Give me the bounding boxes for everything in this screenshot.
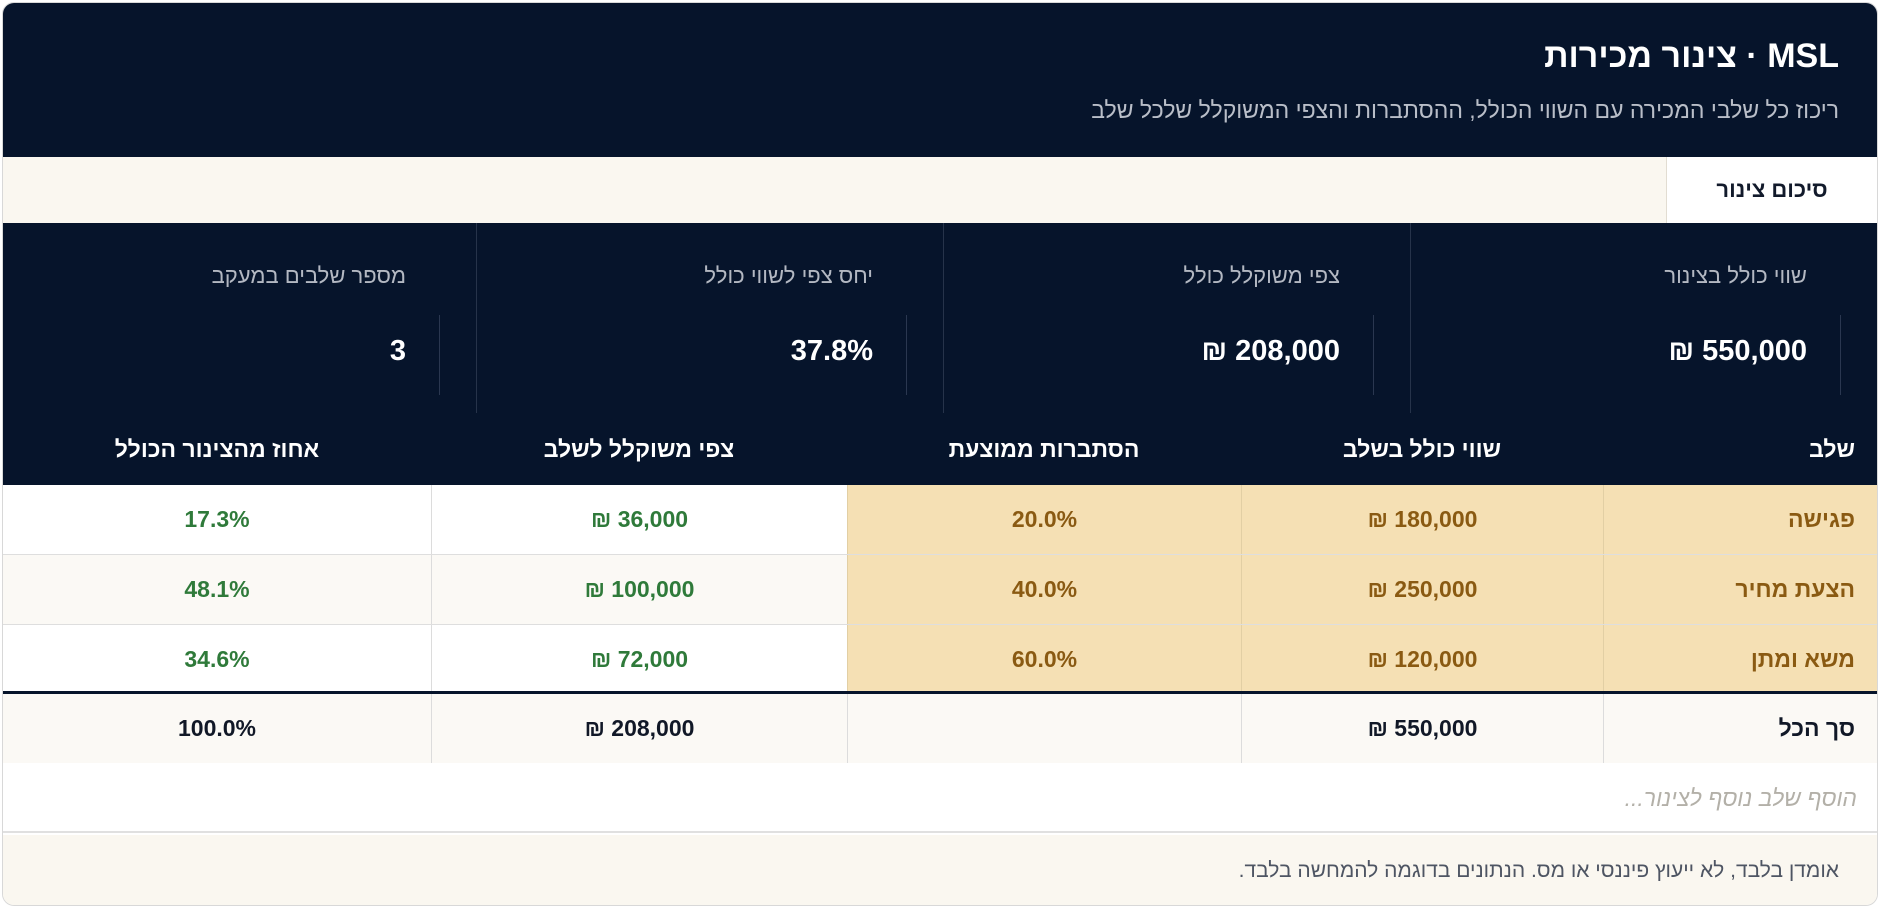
stat-value: 208,000 ₪ — [1201, 335, 1340, 367]
cell-total-weighted-forecast: 208,000 ₪ — [431, 694, 847, 763]
column-header-stage: שלב — [1809, 435, 1855, 462]
column-header-pipeline-share: אחוז מהצינור הכולל — [114, 435, 320, 462]
cell-total-probability — [847, 694, 1241, 763]
cell-weighted-forecast: 36,000 ₪ — [431, 485, 847, 554]
cell-probability: 40.0% — [847, 555, 1241, 624]
stat-value: 37.8% — [790, 335, 873, 367]
page-title: MSL · צינור מכירות — [1544, 37, 1839, 75]
column-header-probability: הסתברות ממוצעת — [948, 435, 1140, 462]
stat-divider — [439, 315, 440, 395]
cell-stage: פגישה — [1603, 485, 1877, 554]
total-divider — [3, 691, 1877, 694]
stat-label: שווי כולל בצינור — [1664, 263, 1807, 288]
cell-total-value: 180,000 ₪ — [1241, 485, 1603, 554]
cell-total-value: 120,000 ₪ — [1241, 625, 1603, 694]
tab-pipeline-summary[interactable]: סיכום צינור — [1666, 157, 1877, 223]
cell-total-label: סך הכל — [1603, 694, 1877, 763]
add-stage-row — [3, 763, 1877, 833]
stat-label: מספר שלבים במעקב — [211, 263, 406, 288]
cell-weighted-forecast: 72,000 ₪ — [431, 625, 847, 694]
table-total-row: סך הכל 550,000 ₪ 208,000 ₪ 100.0% — [3, 694, 1877, 764]
stat-divider — [1373, 315, 1374, 395]
column-header-total-value: שווי כולל בשלב — [1342, 435, 1502, 462]
cell-weighted-forecast: 100,000 ₪ — [431, 555, 847, 624]
page-subtitle: ריכוז כל שלבי המכירה עם השווי הכולל, ההס… — [1091, 97, 1839, 123]
stat-label: צפי משוקלל כולל — [1183, 263, 1340, 288]
cell-probability: 60.0% — [847, 625, 1241, 694]
stats-panel: שווי כולל בצינור 550,000 ₪ צפי משוקלל כו… — [3, 223, 1877, 413]
cell-total-value: 250,000 ₪ — [1241, 555, 1603, 624]
stat-weighted-forecast: צפי משוקלל כולל 208,000 ₪ — [943, 223, 1410, 413]
table-header: שלב שווי כולל בשלב הסתברות ממוצעת צפי מש… — [3, 413, 1877, 485]
column-header-weighted-forecast: צפי משוקלל לשלב — [543, 435, 735, 462]
cell-pipeline-share: 17.3% — [184, 506, 250, 532]
page-header: MSL · צינור מכירות ריכוז כל שלבי המכירה … — [3, 3, 1877, 157]
cell-stage: משא ומתן — [1603, 625, 1877, 694]
stat-divider — [906, 315, 907, 395]
stat-stage-count: מספר שלבים במעקב 3 — [3, 223, 476, 413]
cell-pipeline-share: 34.6% — [184, 646, 250, 672]
stat-divider — [1840, 315, 1841, 395]
stat-total-value: שווי כולל בצינור 550,000 ₪ — [1410, 223, 1877, 413]
cell-total-pipeline-share: 100.0% — [3, 694, 431, 763]
table-row: משא ומתן 120,000 ₪ 60.0% 72,000 ₪ 34.6% — [3, 625, 1877, 695]
cell-total-value: 550,000 ₪ — [1241, 694, 1603, 763]
table-row: הצעת מחיר 250,000 ₪ 40.0% 100,000 ₪ 48.1… — [3, 555, 1877, 625]
tab-bar: סיכום צינור — [3, 157, 1877, 224]
cell-stage: הצעת מחיר — [1603, 555, 1877, 624]
table-row: פגישה 180,000 ₪ 20.0% 36,000 ₪ 17.3% — [3, 485, 1877, 555]
disclaimer-footer: אומדן בלבד, לא ייעוץ פיננסי או מס. הנתונ… — [3, 835, 1877, 905]
cell-probability: 20.0% — [847, 485, 1241, 554]
disclaimer-text: אומדן בלבד, לא ייעוץ פיננסי או מס. הנתונ… — [1238, 859, 1839, 882]
stat-value: 3 — [389, 335, 406, 367]
stat-value: 550,000 ₪ — [1668, 335, 1807, 367]
stat-label: יחס צפי לשווי כולל — [704, 263, 873, 288]
add-stage-input[interactable] — [355, 763, 1859, 833]
cell-pipeline-share: 48.1% — [184, 576, 250, 602]
stat-forecast-ratio: יחס צפי לשווי כולל 37.8% — [476, 223, 943, 413]
